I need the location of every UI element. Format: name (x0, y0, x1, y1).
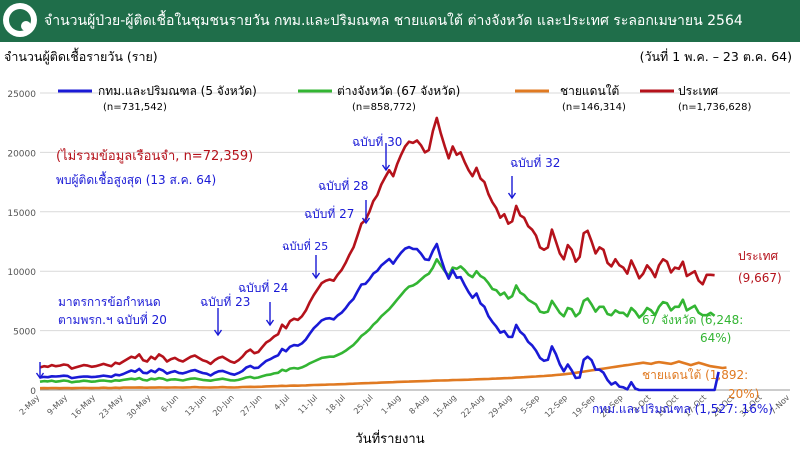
end-label-south: 20%) (728, 387, 759, 401)
end-label-south: ชายแดนใต้ (1,892: (642, 368, 748, 382)
annotation: ฉบับที่ 28 (318, 177, 368, 193)
event-arrow-head (361, 217, 371, 225)
event-arrow-head (381, 164, 391, 172)
annotation: ตามพรก.ฯ ฉบับที่ 20 (58, 311, 167, 327)
y-tick-label: 10000 (7, 268, 36, 278)
y-tick-label: 5000 (13, 328, 36, 338)
series-line-bkk (39, 242, 720, 392)
y-tick-label: 25000 (7, 90, 36, 100)
legend-label-provinces: ต่างจังหวัด (67 จังหวัด) (337, 84, 460, 98)
x-tick-label: 27-Jun (239, 393, 264, 418)
event-arrow-head (311, 272, 321, 280)
annotation: ฉบับที่ 27 (304, 205, 354, 221)
x-tick-label: 1-Aug (380, 393, 403, 416)
legend-label-bkk: กทม.และปริมณฑล (5 จังหวัด) (98, 84, 257, 98)
x-tick-label: 25-Jul (352, 393, 375, 416)
annotation: ฉบับที่ 30 (352, 133, 402, 149)
x-axis-title: วันที่รายงาน (355, 430, 424, 447)
end-label-provinces: 67 จังหวัด (6,248: (642, 313, 743, 327)
y-tick-label: 15000 (7, 209, 36, 219)
end-label-country: ประเทศ (738, 249, 779, 263)
x-tick-label: 18-Jul (324, 393, 347, 416)
end-label-provinces: 64%) (700, 331, 731, 345)
annotation: พบผู้ติดเชื้อสูงสุด (13 ส.ค. 64) (56, 171, 216, 188)
page-title: จำนวนผู้ป่วย-ผู้ติดเชื้อในชุมชนรายวัน กท… (44, 13, 743, 29)
y-tick-label: 20000 (7, 149, 36, 159)
legend-count-provinces: (n=858,772) (352, 102, 416, 113)
x-tick-label: 6-Jun (159, 393, 180, 414)
x-tick-label: 11-Jul (296, 393, 319, 416)
x-tick-label: 4-Jul (272, 393, 291, 412)
annotation: ฉบับที่ 24 (238, 279, 288, 295)
end-label-country: (9,667) (738, 271, 782, 285)
legend-count-bkk: (n=731,542) (103, 102, 167, 113)
annotation: ฉบับที่ 25 (282, 238, 328, 253)
y-tick-label: 0 (30, 387, 36, 397)
annotation: มาตรการข้อกำหนด (58, 295, 161, 309)
event-arrow-head (265, 319, 275, 327)
event-arrow-head (213, 329, 223, 337)
end-label-bkk: กทม.และปริมณฑล (1,527: 16%) (592, 402, 773, 416)
legend-count-country: (n=1,736,628) (678, 102, 752, 113)
x-tick-label: 23-May (97, 393, 124, 420)
x-tick-label: 16-May (70, 393, 97, 420)
annotation: ฉบับที่ 32 (510, 154, 560, 170)
x-tick-label: 30-May (125, 393, 152, 420)
event-arrow-head (35, 372, 45, 380)
date-range: (วันที่ 1 พ.ค. – 23 ต.ค. 64) (639, 49, 792, 64)
series-line-provinces (39, 257, 716, 384)
legend-label-south: ชายแดนใต้ (560, 84, 619, 98)
x-tick-label: 20-Jun (211, 393, 236, 418)
annotation: ฉบับที่ 23 (200, 293, 250, 309)
annotation: (ไม่รวมข้อมูลเรือนจำ, n=72,359) (56, 148, 253, 164)
x-tick-label: 13-Jun (183, 393, 208, 418)
x-tick-label: 9-May (45, 393, 69, 417)
title-bar: จำนวนผู้ป่วย-ผู้ติดเชื้อในชุมชนรายวัน กท… (0, 0, 800, 42)
series-line-south (39, 360, 727, 390)
series-line-country (39, 116, 715, 370)
x-tick-label: 8-Aug (407, 393, 430, 416)
x-tick-label: 22-Aug (459, 393, 486, 420)
x-tick-label: 12-Sep (543, 393, 569, 419)
y-axis-title: จำนวนผู้ติดเชื้อรายวัน (ราย) (4, 49, 158, 64)
x-tick-label: 15-Aug (432, 393, 459, 420)
event-arrow-head (507, 192, 517, 200)
legend-label-country: ประเทศ (678, 84, 719, 98)
x-tick-label: 29-Aug (487, 393, 514, 420)
x-tick-label: 5-Sep (519, 393, 542, 416)
ministry-logo-icon (3, 3, 37, 37)
legend-count-south: (n=146,314) (562, 102, 626, 113)
